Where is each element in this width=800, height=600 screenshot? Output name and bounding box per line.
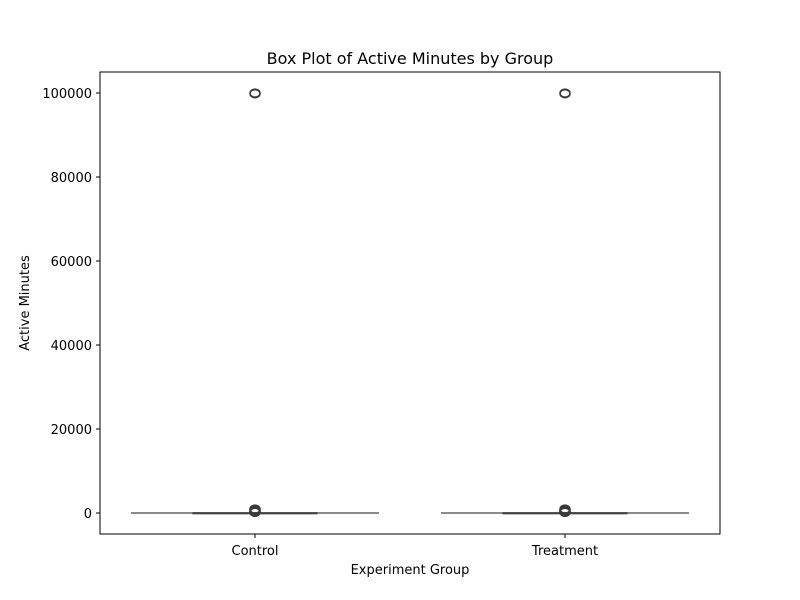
axes-frame <box>99 71 721 535</box>
x-tick-label: Control <box>232 544 279 559</box>
x-axis-label: Experiment Group <box>351 563 470 578</box>
x-tick-label: Treatment <box>531 544 598 559</box>
chart-title: Box Plot of Active Minutes by Group <box>267 49 554 68</box>
outlier-point <box>249 504 261 514</box>
y-tick-label: 20000 <box>51 423 92 438</box>
plot-area: 0 20000 40000 60000 80000 100000 Control Treatm… <box>42 87 689 559</box>
y-tick-label: 100000 <box>42 87 92 102</box>
y-tick-label: 60000 <box>51 255 92 270</box>
y-tick-label: 40000 <box>51 339 92 354</box>
outlier-point <box>249 88 261 98</box>
y-tick-label: 0 <box>84 507 92 522</box>
y-tick-label: 80000 <box>51 171 92 186</box>
y-axis-label: Active Minutes <box>18 255 33 351</box>
outlier-point <box>559 88 571 98</box>
outlier-point <box>559 504 571 514</box>
